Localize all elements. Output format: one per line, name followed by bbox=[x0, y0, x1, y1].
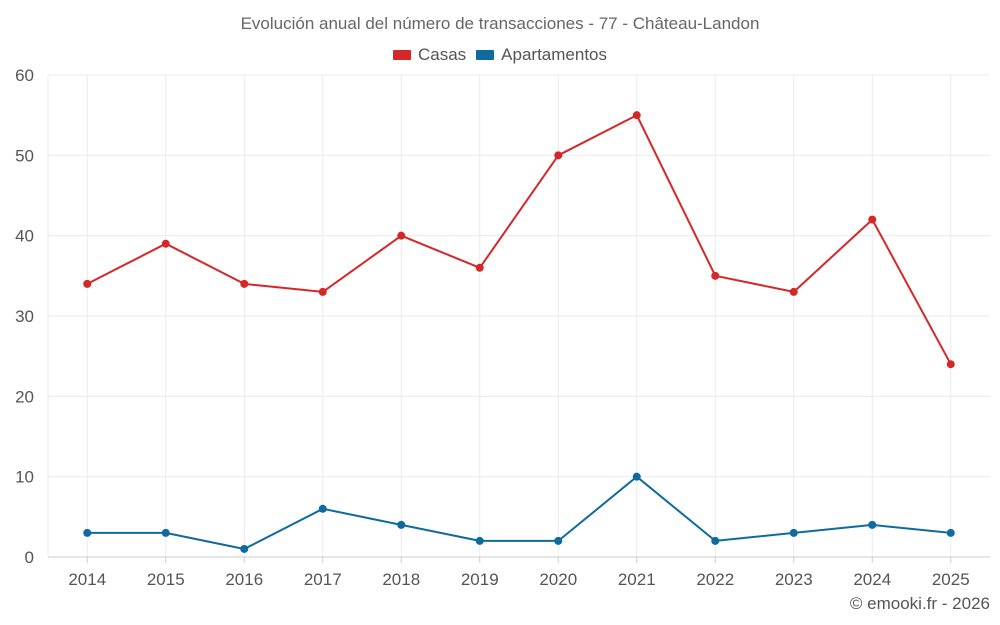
legend-label-casas: Casas bbox=[417, 45, 467, 64]
data-point-apartamentos bbox=[397, 520, 406, 529]
x-tick-label: 2020 bbox=[539, 570, 577, 589]
y-tick-label: 40 bbox=[15, 227, 34, 246]
y-tick-label: 30 bbox=[15, 307, 34, 326]
x-tick-label: 2015 bbox=[147, 570, 185, 589]
legend-label-apartamentos: Apartamentos bbox=[501, 45, 608, 64]
data-point-casas bbox=[632, 111, 641, 120]
legend: Casas Apartamentos bbox=[0, 45, 1000, 65]
data-point-apartamentos bbox=[632, 472, 641, 481]
data-point-casas bbox=[946, 360, 955, 369]
x-tick-label: 2017 bbox=[304, 570, 342, 589]
data-point-casas bbox=[161, 239, 170, 248]
data-point-casas bbox=[397, 231, 406, 240]
data-point-apartamentos bbox=[318, 504, 327, 513]
data-point-casas bbox=[868, 215, 877, 224]
data-point-apartamentos bbox=[475, 536, 484, 545]
y-tick-label: 10 bbox=[15, 468, 34, 487]
data-point-apartamentos bbox=[240, 544, 249, 553]
x-tick-label: 2025 bbox=[932, 570, 970, 589]
data-point-casas bbox=[475, 263, 484, 272]
data-point-apartamentos bbox=[946, 528, 955, 537]
x-tick-label: 2014 bbox=[68, 570, 106, 589]
x-tick-label: 2019 bbox=[461, 570, 499, 589]
credit-text: © emooki.fr - 2026 bbox=[849, 594, 990, 613]
series-line-casas bbox=[86, 114, 952, 365]
x-tick-label: 2023 bbox=[775, 570, 813, 589]
data-point-casas bbox=[789, 287, 798, 296]
y-tick-label: 60 bbox=[15, 66, 34, 85]
data-point-casas bbox=[318, 287, 327, 296]
x-tick-label: 2021 bbox=[618, 570, 656, 589]
legend-item-casas[interactable]: Casas bbox=[392, 45, 467, 65]
series-line-apartamentos bbox=[87, 475, 951, 550]
x-tick-label: 2016 bbox=[225, 570, 263, 589]
legend-item-apartamentos[interactable]: Apartamentos bbox=[476, 45, 607, 65]
data-point-casas bbox=[83, 279, 92, 288]
data-point-casas bbox=[554, 151, 563, 160]
data-point-apartamentos bbox=[83, 528, 92, 537]
legend-swatch-casas bbox=[392, 50, 411, 60]
y-tick-label: 0 bbox=[25, 548, 34, 567]
legend-swatch-apartamentos bbox=[476, 50, 495, 60]
x-tick-label: 2024 bbox=[853, 570, 891, 589]
data-point-apartamentos bbox=[554, 536, 563, 545]
data-point-apartamentos bbox=[789, 528, 798, 537]
data-point-apartamentos bbox=[711, 536, 720, 545]
x-tick-label: 2022 bbox=[696, 570, 734, 589]
x-tick-label: 2018 bbox=[382, 570, 420, 589]
y-tick-label: 50 bbox=[15, 146, 34, 165]
data-point-apartamentos bbox=[868, 520, 877, 529]
y-tick-label: 20 bbox=[15, 387, 34, 406]
data-point-casas bbox=[240, 279, 249, 288]
data-point-apartamentos bbox=[161, 528, 170, 537]
data-point-casas bbox=[711, 271, 720, 280]
chart-title: Evolución anual del número de transaccio… bbox=[240, 14, 760, 33]
